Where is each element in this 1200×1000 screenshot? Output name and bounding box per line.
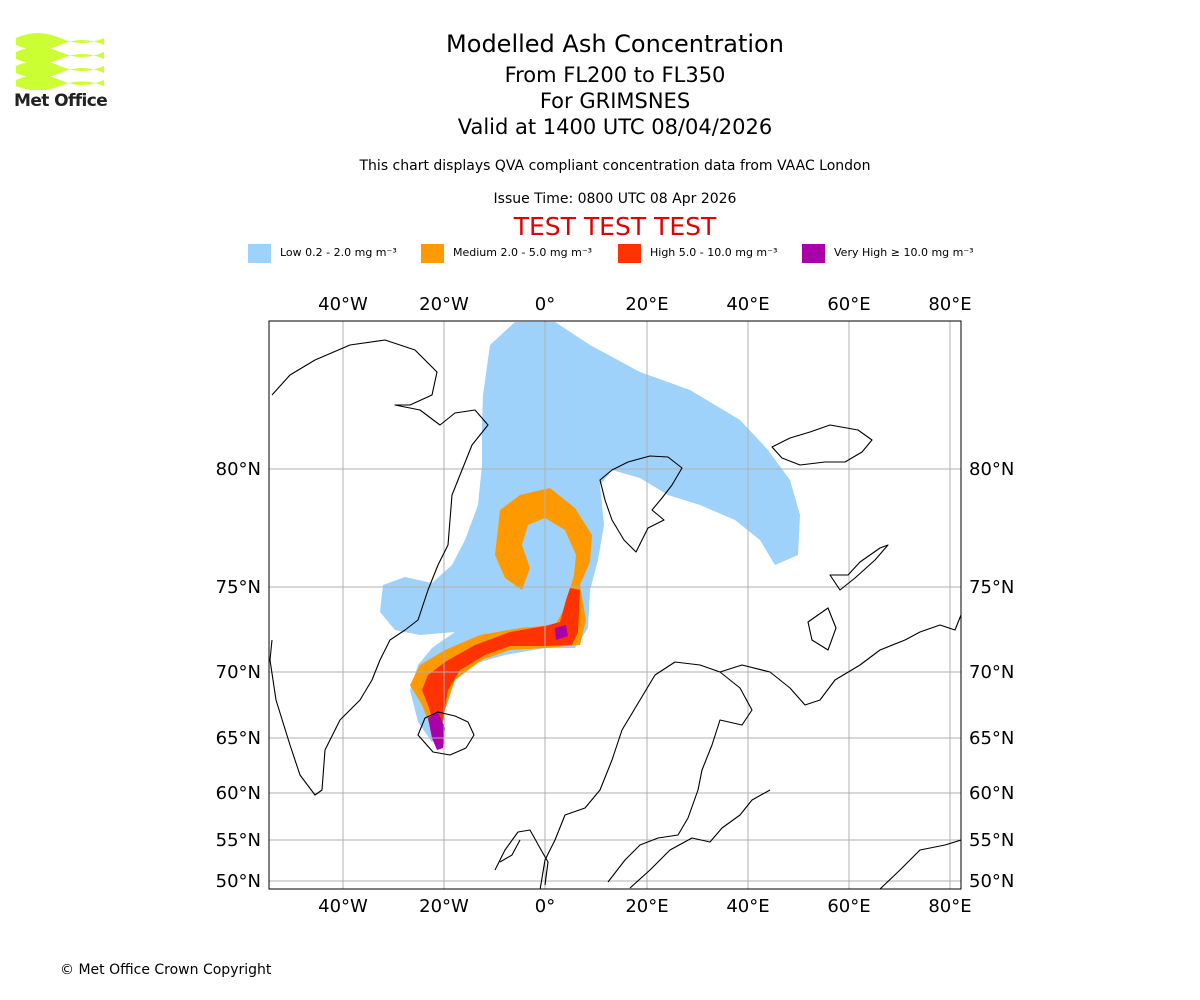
lat-label-right: 70°N [969,662,1014,683]
lat-label-left: 70°N [216,662,261,683]
met-office-logo: Met Office [14,30,110,112]
lon-label-bottom: 0° [535,896,555,917]
scandinavia-coast [539,661,753,889]
logo-wordmark: Met Office [14,91,108,111]
lat-label-right: 60°N [969,783,1014,804]
legend-swatch-very-high [802,244,825,263]
lon-label-bottom: 20°W [419,896,469,917]
franz-josef-land [771,424,873,466]
lat-label-left: 60°N [216,783,261,804]
baltic-sea-coast [629,789,771,889]
legend-label-high: High 5.0 - 10.0 mg m⁻³ [650,246,778,259]
lon-label-top: 20°W [419,294,469,315]
wave-logo-icon [16,33,104,90]
map-frame [268,320,962,890]
ash-very-high-area [428,625,568,750]
svalbard-coast [599,455,683,553]
legend-swatch-medium [421,244,444,263]
lat-label-right: 75°N [969,577,1014,598]
lat-label-left: 80°N [216,459,261,480]
coastlines [269,339,961,889]
legend-label-very-high: Very High ≥ 10.0 mg m⁻³ [834,246,974,259]
lon-label-bottom: 40°E [726,896,769,917]
novaya-zemlya [807,544,889,651]
lon-label-top: 40°E [726,294,769,315]
lon-label-top: 0° [535,294,555,315]
british-isles [494,829,549,886]
legend-label-low: Low 0.2 - 2.0 mg m⁻³ [280,246,397,259]
lat-label-left: 55°N [216,830,261,851]
lon-label-top: 80°E [928,294,971,315]
lon-label-bottom: 20°E [625,896,668,917]
graticule [269,321,961,889]
lat-label-left: 75°N [216,577,261,598]
lat-label-left: 65°N [216,728,261,749]
latitude-labels-left: 80°N 75°N 70°N 65°N 60°N 55°N 50°N [216,459,261,892]
lon-label-bottom: 60°E [827,896,870,917]
qva-note: This chart displays QVA compliant concen… [359,158,871,174]
copyright-notice: © Met Office Crown Copyright [60,962,272,978]
lon-label-top: 40°W [318,294,368,315]
issue-time: Issue Time: 0800 UTC 08 Apr 2026 [493,191,737,207]
arctic-russia-coast [879,839,961,889]
longitude-labels-top: 40°W 20°W 0° 20°E 40°E 60°E 80°E [318,294,971,315]
greenland-coast [269,339,489,796]
lat-label-left: 50°N [216,871,261,892]
kola-and-northern-russia [719,614,961,706]
lon-label-bottom: 80°E [928,896,971,917]
lat-label-right: 80°N [969,459,1014,480]
longitude-labels-bottom: 40°W 20°W 0° 20°E 40°E 60°E 80°E [318,896,971,917]
iceland-coast [417,711,475,756]
chart-title: Modelled Ash Concentration [446,30,784,58]
legend-swatch-low [248,244,271,263]
valid-time-subtitle: Valid at 1400 UTC 08/04/2026 [457,115,773,139]
volcano-subtitle: For GRIMSNES [539,89,691,113]
lat-label-right: 55°N [969,830,1014,851]
latitude-labels-right: 80°N 75°N 70°N 65°N 60°N 55°N 50°N [969,459,1014,892]
legend-label-medium: Medium 2.0 - 5.0 mg m⁻³ [453,246,593,259]
lon-label-top: 20°E [625,294,668,315]
lon-label-top: 60°E [827,294,870,315]
legend-swatch-high [618,244,641,263]
lat-label-right: 65°N [969,728,1014,749]
lat-label-right: 50°N [969,871,1014,892]
lon-label-bottom: 40°W [318,896,368,917]
flight-level-subtitle: From FL200 to FL350 [504,63,726,87]
test-banner: TEST TEST TEST [513,212,717,241]
